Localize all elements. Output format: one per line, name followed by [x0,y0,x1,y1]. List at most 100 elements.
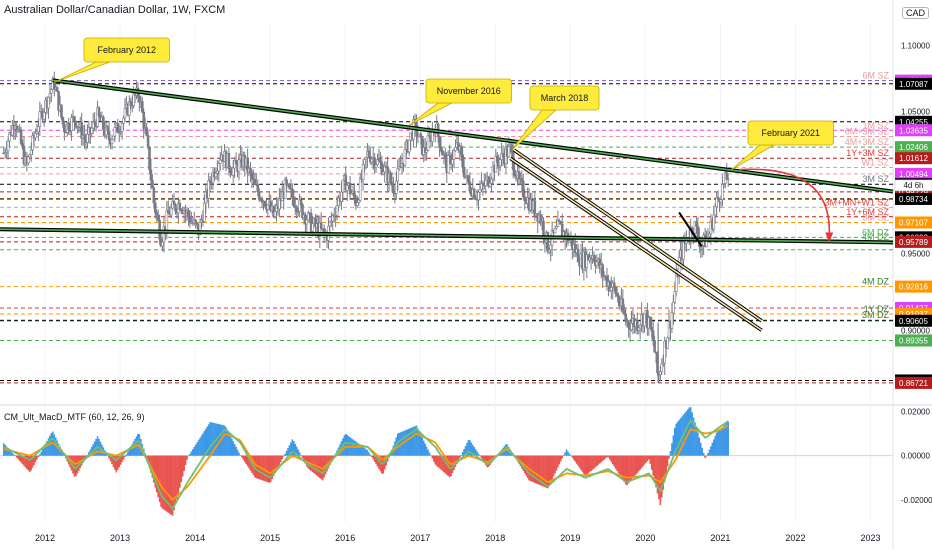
price-box-label: 0.86721 [899,379,928,388]
level-label: 3M DZ [862,310,890,320]
macd-histogram-bar [366,450,369,456]
macd-histogram-bar [262,455,265,481]
macd-histogram-bar [721,427,724,456]
macd-histogram-bar [154,455,157,488]
macd-histogram-bar [300,455,302,456]
candle-body [419,133,423,137]
candle-body [673,291,677,303]
macd-histogram-bar [327,455,330,469]
candle-body [70,117,73,131]
macd-histogram-bar [124,455,126,457]
candle-body [295,206,299,212]
candle-body [86,134,89,143]
candle-body [34,133,37,139]
macd-histogram-bar [450,455,452,476]
macd-histogram-bar [724,424,727,456]
candle-body [438,136,441,148]
callout-text: February 2021 [761,128,820,138]
callout-box [529,85,600,111]
candle-body [635,320,639,331]
candle-body [517,171,521,180]
candle-body [610,287,613,291]
price-box-label: 1.03635 [899,126,928,135]
y-tick-label: 0.95000 [901,250,930,259]
macd-histogram-bar [197,440,200,456]
macd-histogram-bar [712,439,715,456]
macd-histogram-bar [8,449,11,456]
candle-body [120,123,124,133]
macd-histogram-bar [637,455,640,472]
macd-histogram-bar [347,436,350,456]
macd-histogram-bar [408,428,411,456]
candle-body [357,199,361,203]
macd-histogram-bar [482,455,484,461]
macd-histogram-bar [643,455,646,465]
macd-histogram-bar [444,455,447,474]
macd-histogram-bar [469,440,471,456]
macd-histogram-bar [119,455,122,465]
macd-histogram-bar [600,455,603,463]
candle-body [381,171,385,175]
macd-histogram-bar [14,455,17,457]
macd-histogram-bar [105,452,108,456]
currency-badge[interactable]: CAD [902,7,930,19]
candle-body [361,164,365,180]
level-label: 4M+3M SZ [845,137,890,147]
macd-histogram-bar [357,443,360,456]
price-box [895,216,932,229]
macd-histogram-bar [671,443,673,456]
macd-histogram-bar [301,455,304,458]
candle-body [156,214,160,221]
macd-histogram-bar [396,433,399,456]
macd-histogram-bar [613,455,615,467]
macd-histogram-bar [128,449,131,456]
macd-histogram-bar [663,455,666,482]
candle-body [227,153,231,169]
candle-body [216,170,219,174]
macd-histogram-bar [235,446,237,456]
macd-histogram-bar [653,455,656,482]
macd-histogram-bar [473,446,476,456]
macd-histogram-bar [544,455,546,488]
macd-histogram-bar [229,435,232,456]
macd-histogram-bar [669,451,672,456]
candle-body [61,116,65,125]
macd-histogram-bar [132,441,135,456]
x-tick-label: 2012 [35,533,55,543]
macd-histogram-bar [196,442,198,456]
candle-body [454,147,457,151]
macd-histogram-bar [382,455,385,474]
candle-body [169,207,173,216]
macd-histogram-bar [304,455,307,464]
macd-histogram-bar [601,455,604,462]
macd-histogram-bar [542,455,545,487]
macd-histogram-bar [590,455,592,472]
macd-histogram-bar [353,440,356,456]
candle-body [48,93,52,98]
candle-body [301,204,304,218]
macd-histogram-bar [593,455,595,469]
price-box [895,141,932,154]
candle-body [672,301,675,314]
macd-histogram-bar [646,455,649,462]
macd-histogram-bar [330,455,333,463]
macd-histogram-bar [187,455,190,457]
macd-histogram-bar [111,455,113,465]
candle-body [403,148,407,166]
candle-body [396,168,400,182]
macd-histogram-bar [476,451,478,456]
candle-body [472,188,476,199]
candle-body [520,178,524,182]
macd-histogram-bar [213,423,216,456]
macd-histogram-bar [331,455,334,460]
candle-body [161,241,164,247]
macd-histogram-bar [200,435,203,456]
macd-histogram-bar [89,449,92,456]
macd-histogram-bar [405,429,408,456]
macd-histogram-bar [202,433,204,456]
macd-histogram-bar [562,455,565,456]
macd-histogram-bar [425,446,428,456]
macd-histogram-bar [10,451,12,456]
macd-histogram-bar [72,455,74,474]
